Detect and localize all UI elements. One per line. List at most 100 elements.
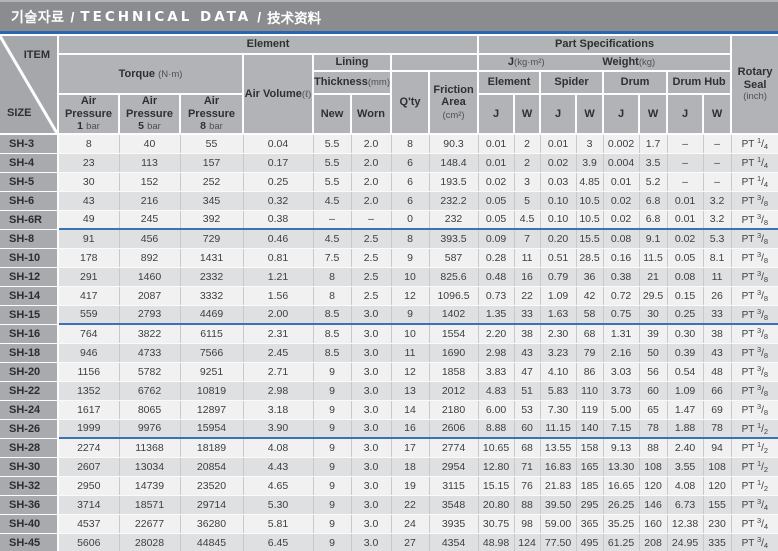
data-cell: 33 (703, 305, 732, 326)
page-title-korean: 기술자료 (11, 8, 65, 25)
data-cell: 2.0 (351, 191, 392, 211)
data-cell: 12.38 (667, 514, 704, 534)
rotary-seal-header-line2: Seal (743, 78, 767, 91)
row-size-label: SH-3 (0, 134, 59, 154)
technical-data-table: ITEM SIZE Element Part Specifications Ro… (0, 33, 778, 551)
data-cell: 0.03 (540, 172, 577, 192)
data-cell: 33 (514, 305, 541, 326)
data-cell: 78 (639, 419, 668, 440)
data-cell: 0.01 (667, 191, 704, 211)
spacer-cell (389, 53, 480, 72)
row-size-label: SH-20 (0, 362, 59, 382)
data-cell: 393.5 (429, 229, 479, 249)
element-w-header: W (513, 92, 542, 136)
data-cell: 193.5 (429, 172, 479, 192)
data-cell: 3.0 (351, 419, 392, 440)
data-cell: 22677 (119, 514, 181, 534)
data-cell: – (667, 153, 704, 173)
data-cell: 0.38 (603, 267, 640, 287)
element-group-header: Element (56, 34, 480, 55)
data-cell: 68 (514, 438, 541, 458)
table-row: SH-6R 49 245 392 0.38– –0 232 0.05 4.5 0.10 10.5 0.… (0, 210, 778, 231)
data-cell: 42 (576, 286, 604, 306)
rotary-seal-cell: PT 3/8 (731, 267, 778, 287)
data-cell: 4.65 (243, 476, 314, 496)
data-cell: 0.02 (603, 210, 640, 231)
data-cell: 1.35 (478, 305, 515, 326)
data-cell: 1.63 (540, 305, 577, 326)
page-title-english: TECHNICAL DATA (80, 8, 252, 25)
data-cell: 9 (313, 419, 352, 440)
data-cell: 9 (313, 381, 352, 401)
data-cell: 98 (514, 514, 541, 534)
data-cell: 5.5 (313, 153, 352, 173)
data-cell: 3.0 (351, 305, 392, 326)
data-cell: 2.00 (243, 305, 314, 326)
data-cell: 0.002 (603, 134, 640, 154)
data-cell: 559 (58, 305, 120, 326)
data-cell: 17 (391, 438, 430, 458)
data-cell: 58 (576, 305, 604, 326)
data-cell: 0.54 (667, 362, 704, 382)
data-cell: 0.28 (478, 248, 515, 268)
rotary-seal-cell: PT 1/4 (731, 172, 778, 192)
data-cell: 9 (313, 533, 352, 551)
data-cell: 10819 (180, 381, 244, 401)
data-cell: 23 (58, 153, 120, 173)
data-cell: 4.5 (313, 229, 352, 249)
data-cell: 9 (313, 457, 352, 477)
data-cell: 245 (119, 210, 181, 231)
data-cell: 1690 (429, 343, 479, 363)
j-weight-legend-header: J(kg·m²) Weight(kg) (477, 53, 733, 72)
data-cell: 65 (639, 400, 668, 420)
part-specifications-header: Part Specifications (477, 34, 733, 55)
data-cell: 417 (58, 286, 120, 306)
rotary-seal-cell: PT 3/8 (731, 343, 778, 363)
data-cell: 24.95 (667, 533, 704, 551)
row-size-label: SH-10 (0, 248, 59, 268)
data-cell: 6 (391, 191, 430, 211)
data-cell: 120 (703, 476, 732, 496)
data-cell: 76 (514, 476, 541, 496)
data-cell: 2950 (58, 476, 120, 496)
data-cell: 6 (391, 153, 430, 173)
j-legend: J(kg·m²) (507, 56, 545, 69)
data-cell: 0.72 (603, 286, 640, 306)
data-cell: 0.02 (667, 229, 704, 249)
data-cell: 3332 (180, 286, 244, 306)
data-cell: 1.31 (603, 324, 640, 344)
data-cell: 729 (180, 229, 244, 249)
data-cell: 88 (639, 438, 668, 458)
data-cell: 36280 (180, 514, 244, 534)
data-cell: 27 (391, 533, 430, 551)
row-size-label: SH-28 (0, 438, 59, 458)
data-cell: 15954 (180, 419, 244, 440)
data-cell: 2.98 (243, 381, 314, 401)
rotary-seal-cell: PT 3/4 (731, 495, 778, 515)
data-cell: 291 (58, 267, 120, 287)
data-cell: 9 (313, 476, 352, 496)
data-cell: 2.40 (667, 438, 704, 458)
data-cell: 0.32 (243, 191, 314, 211)
data-cell: – (351, 210, 392, 231)
drum-w-header: W (638, 92, 669, 136)
data-cell: 22 (391, 495, 430, 515)
data-cell: 3.0 (351, 343, 392, 363)
data-cell: 5.30 (243, 495, 314, 515)
data-cell: 0.01 (478, 134, 515, 154)
data-cell: 13.30 (603, 457, 640, 477)
data-cell: 4354 (429, 533, 479, 551)
data-cell: 2.5 (351, 286, 392, 306)
data-cell: 23520 (180, 476, 244, 496)
data-cell: 0.01 (540, 134, 577, 154)
table-row: SH-26 1999 9976 15954 3.90 9 3.0 16 2606 8.88 60 11… (0, 419, 778, 440)
data-cell: 0.05 (667, 248, 704, 268)
data-cell: 6.00 (478, 400, 515, 420)
rotary-seal-cell: PT 3/8 (731, 191, 778, 211)
spider-w-header: W (575, 92, 605, 136)
data-cell: 4.85 (576, 172, 604, 192)
data-cell: 335 (703, 533, 732, 551)
data-cell: 108 (703, 457, 732, 477)
data-cell: 2.0 (351, 172, 392, 192)
data-cell: 119 (576, 400, 604, 420)
